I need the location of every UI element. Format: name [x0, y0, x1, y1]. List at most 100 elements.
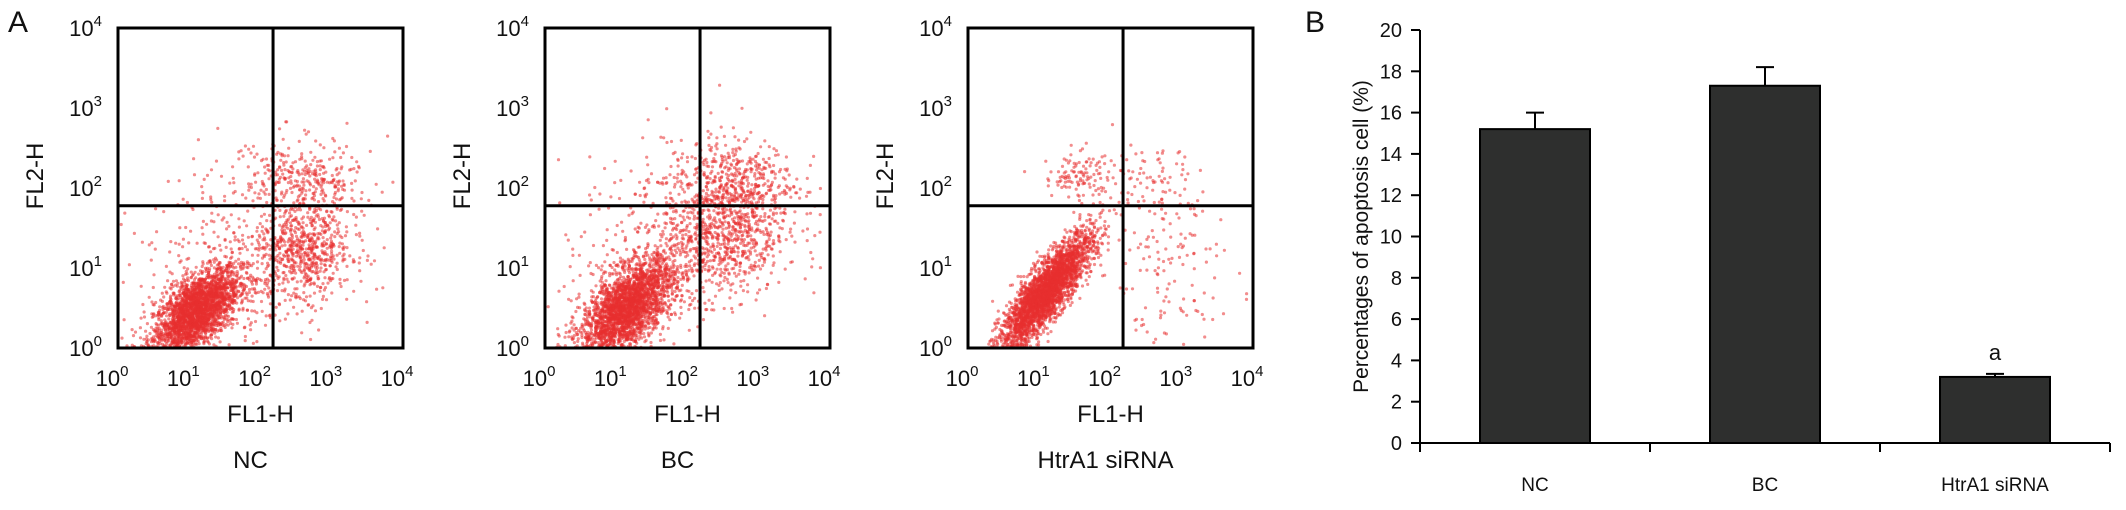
scatter-point: [328, 276, 332, 280]
scatter-point: [198, 311, 202, 315]
scatter-point: [320, 189, 324, 193]
scatter-point: [188, 291, 193, 295]
scatter-point: [333, 230, 337, 234]
scatter-point: [583, 312, 587, 316]
scatter-point: [302, 291, 306, 295]
scatter-point: [286, 280, 290, 284]
scatter-point: [281, 281, 285, 285]
scatter-point: [369, 262, 373, 266]
scatter-point: [289, 224, 293, 228]
scatter-point: [289, 214, 293, 218]
scatter-point: [278, 165, 282, 169]
scatter-point: [209, 168, 214, 172]
scatter-point: [247, 185, 251, 189]
scatter-point: [331, 254, 335, 258]
scatter-point: [154, 322, 158, 326]
scatter-point: [281, 271, 285, 275]
scatter-point: [186, 301, 190, 305]
y-tick-label: 103: [69, 93, 102, 121]
scatter-point: [297, 227, 301, 231]
scatter-point: [212, 220, 216, 224]
scatter-point: [278, 175, 282, 179]
scatter-point: [362, 213, 366, 217]
scatter-point: [557, 334, 561, 338]
scatter-point: [283, 243, 287, 247]
scatter-point: [229, 271, 233, 275]
scatter-point: [170, 300, 174, 305]
scatter-point: [283, 298, 287, 302]
scatter-point: [203, 241, 207, 245]
scatter-point: [318, 172, 322, 177]
scatter-point: [277, 302, 281, 306]
scatter-point: [253, 319, 258, 324]
scatter-point: [296, 169, 300, 173]
scatter-point: [216, 126, 220, 130]
scatter-point: [209, 333, 213, 337]
scatter-point: [361, 248, 365, 253]
scatter-point: [245, 296, 249, 300]
scatter-point: [614, 271, 618, 275]
scatter-point: [241, 154, 245, 158]
x-axis-title: FL1-H: [227, 401, 294, 428]
scatter-point: [214, 335, 218, 339]
scatter-point: [295, 184, 299, 188]
scatter-point: [337, 245, 341, 249]
scatter-point: [251, 144, 256, 148]
scatter-point: [312, 210, 316, 214]
scatter-point: [186, 309, 190, 313]
scatter-point: [219, 329, 223, 333]
scatter-point: [243, 334, 247, 339]
scatter-point: [169, 325, 173, 329]
scatter-point: [338, 277, 342, 281]
scatter-point: [216, 267, 220, 271]
scatter-point: [239, 301, 244, 305]
scatter-point: [313, 309, 318, 313]
scatter-point: [205, 261, 210, 265]
scatter-point: [278, 127, 282, 131]
scatter-point: [337, 230, 341, 234]
scatter-point: [159, 313, 163, 318]
scatter-point: [232, 261, 236, 265]
scatter-point: [322, 259, 326, 263]
scatter-point: [275, 238, 279, 243]
scatter-point: [182, 307, 186, 311]
scatter-point: [300, 152, 304, 156]
scatter-point: [348, 254, 352, 258]
scatter-point: [280, 168, 284, 172]
scatter-point: [576, 305, 580, 309]
scatter-point: [224, 245, 228, 249]
scatter-point: [318, 143, 322, 147]
scatter-point: [210, 317, 214, 321]
scatter-point: [280, 190, 284, 194]
scatter-point: [159, 334, 163, 338]
scatter-point: [295, 199, 299, 203]
scatter-point: [309, 150, 313, 154]
x-tick-label: 104: [381, 363, 414, 391]
scatter-point: [201, 335, 205, 339]
scatter-point: [196, 315, 200, 319]
scatter-point: [162, 333, 166, 337]
scatter-point: [359, 197, 363, 201]
scatter-point: [229, 247, 233, 251]
scatter-point: [249, 321, 253, 325]
scatter-point: [218, 295, 223, 299]
scatter-point: [350, 196, 354, 200]
scatter-point: [255, 260, 260, 264]
scatter-point: [189, 306, 193, 311]
scatter-point: [168, 286, 172, 290]
scatter-point: [177, 179, 181, 183]
scatter-point: [188, 317, 192, 321]
scatter-point: [284, 191, 288, 195]
scatter-point: [342, 188, 347, 192]
scatter-point: [275, 265, 279, 269]
scatter-point: [290, 190, 294, 195]
scatter-point: [152, 335, 156, 339]
scatter-point: [291, 218, 295, 222]
scatter-point: [212, 230, 216, 234]
scatter-point: [317, 217, 322, 222]
scatter-point: [311, 261, 315, 265]
scatter-point: [291, 185, 295, 189]
x-tick-exponent: 2: [263, 363, 271, 380]
scatter-point: [201, 191, 205, 195]
